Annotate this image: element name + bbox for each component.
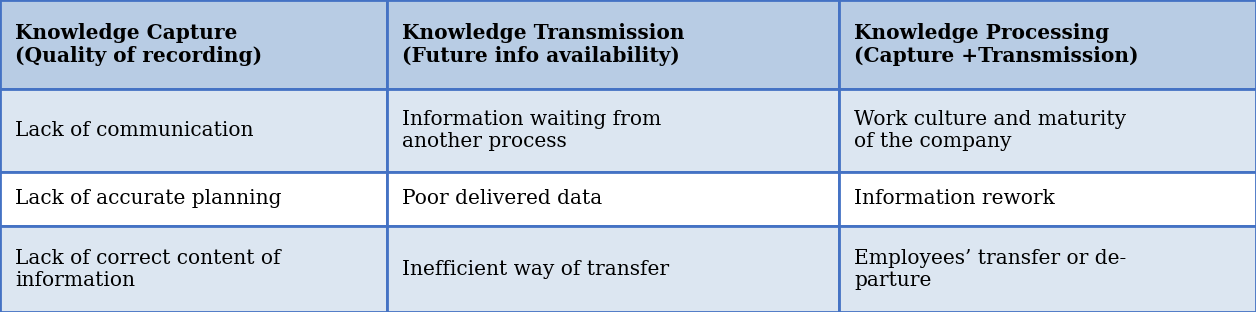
Text: Lack of accurate planning: Lack of accurate planning [15, 189, 281, 208]
Text: Knowledge Capture
(Quality of recording): Knowledge Capture (Quality of recording) [15, 23, 263, 66]
Text: Information waiting from
another process: Information waiting from another process [402, 110, 661, 151]
Bar [839, 0, 1256, 89]
Text: Knowledge Processing
(Capture +Transmission): Knowledge Processing (Capture +Transmiss… [854, 23, 1139, 66]
Bar [387, 172, 839, 226]
Bar [0, 172, 387, 226]
Bar [0, 89, 387, 172]
Bar [839, 172, 1256, 226]
Text: Information rework: Information rework [854, 189, 1055, 208]
Bar [0, 0, 387, 89]
Bar [0, 226, 387, 312]
Bar [839, 89, 1256, 172]
Text: Knowledge Transmission
(Future info availability): Knowledge Transmission (Future info avai… [402, 23, 685, 66]
Bar [387, 89, 839, 172]
Text: Lack of correct content of
information: Lack of correct content of information [15, 249, 280, 290]
Bar [387, 226, 839, 312]
Text: Poor delivered data: Poor delivered data [402, 189, 602, 208]
Text: Inefficient way of transfer: Inefficient way of transfer [402, 260, 669, 279]
Bar [387, 0, 839, 89]
Text: Lack of communication: Lack of communication [15, 121, 254, 140]
Text: Work culture and maturity
of the company: Work culture and maturity of the company [854, 110, 1127, 151]
Text: Employees’ transfer or de-
parture: Employees’ transfer or de- parture [854, 249, 1127, 290]
Bar [839, 226, 1256, 312]
